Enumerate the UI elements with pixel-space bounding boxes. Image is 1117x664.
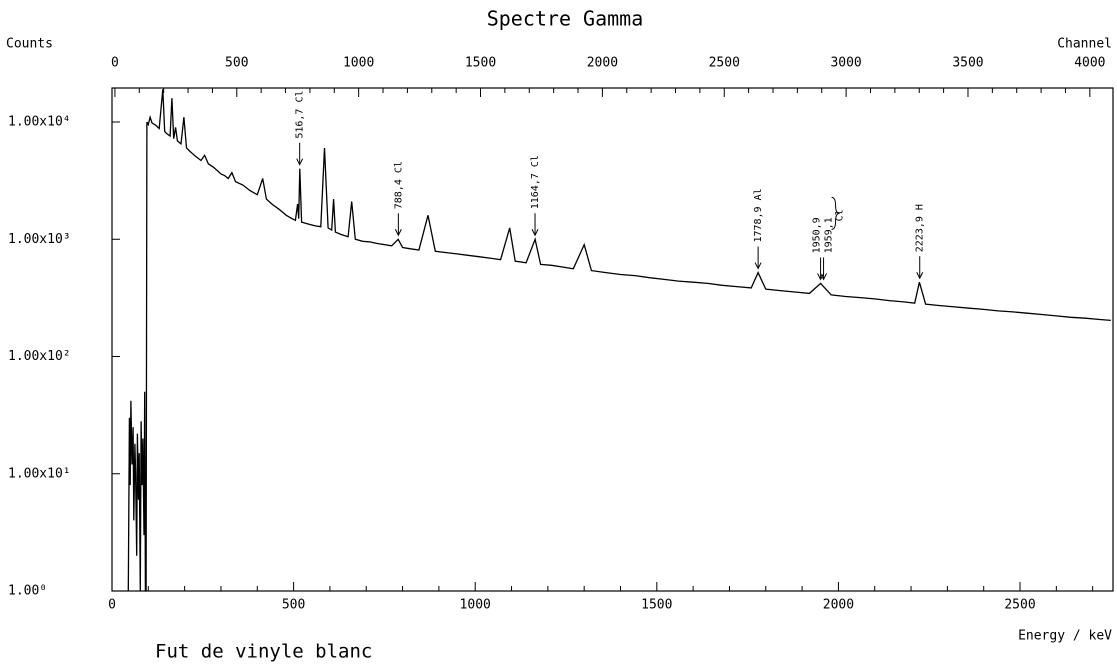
annotation-arrowhead bbox=[394, 229, 402, 237]
x2-tick-label: 2500 bbox=[709, 56, 740, 71]
annotation-arrowhead bbox=[531, 229, 539, 237]
x2-tick-label: 3500 bbox=[952, 56, 983, 71]
y-tick-label: 1.00x10⁴ bbox=[8, 115, 71, 130]
y-axis-label: Counts bbox=[6, 37, 53, 52]
y-tick-label: 1.00⁰ bbox=[8, 584, 47, 599]
annotation-text: Cl bbox=[835, 209, 846, 221]
annotation-text: 788,4 Cl bbox=[393, 161, 404, 209]
annotation-text: 516,7 Cl bbox=[295, 90, 306, 138]
x-tick-label: 2000 bbox=[823, 598, 854, 613]
x-tick-label: 1500 bbox=[641, 598, 672, 613]
annotation-arrowhead bbox=[817, 273, 825, 281]
x2-axis-label: Channel bbox=[1057, 37, 1112, 52]
x-tick-label: 500 bbox=[282, 598, 305, 613]
annotation-text: 1778,9 Al bbox=[753, 188, 764, 242]
x2-tick-label: 1500 bbox=[465, 56, 496, 71]
x-tick-label: 2500 bbox=[1004, 598, 1035, 613]
annotation-arrowhead bbox=[820, 273, 828, 281]
spectrum-line bbox=[127, 89, 1111, 592]
annotation-arrowhead bbox=[916, 272, 924, 280]
x-axis-label: Energy / keV bbox=[1018, 629, 1112, 644]
x2-tick-label: 0 bbox=[111, 56, 119, 71]
x-tick-label: 0 bbox=[108, 598, 116, 613]
plot-frame bbox=[111, 87, 1114, 592]
annotation-text: 1959,1 bbox=[824, 217, 835, 253]
y-tick-label: 1.00x10² bbox=[8, 349, 71, 364]
x2-tick-label: 1000 bbox=[343, 56, 374, 71]
y-tick-label: 1.00x10³ bbox=[8, 232, 71, 247]
annotation-arrowhead bbox=[754, 262, 762, 270]
x-tick-label: 1000 bbox=[460, 598, 491, 613]
annotation-text: 1164,7 Cl bbox=[530, 155, 541, 209]
annotation-text: 1950,9 bbox=[812, 217, 823, 253]
annotation-arrowhead bbox=[296, 158, 304, 166]
x2-tick-label: 500 bbox=[225, 56, 248, 71]
x2-tick-label: 2000 bbox=[587, 56, 618, 71]
x2-tick-label: 3000 bbox=[830, 56, 861, 71]
y-tick-label: 1.00x10¹ bbox=[8, 466, 71, 481]
subtitle: Fut de vinyle blanc bbox=[155, 641, 372, 663]
annotation-text: 2223,9 H bbox=[915, 204, 926, 252]
chart-title: Spectre Gamma bbox=[487, 7, 644, 31]
x2-tick-label: 4000 bbox=[1074, 56, 1105, 71]
